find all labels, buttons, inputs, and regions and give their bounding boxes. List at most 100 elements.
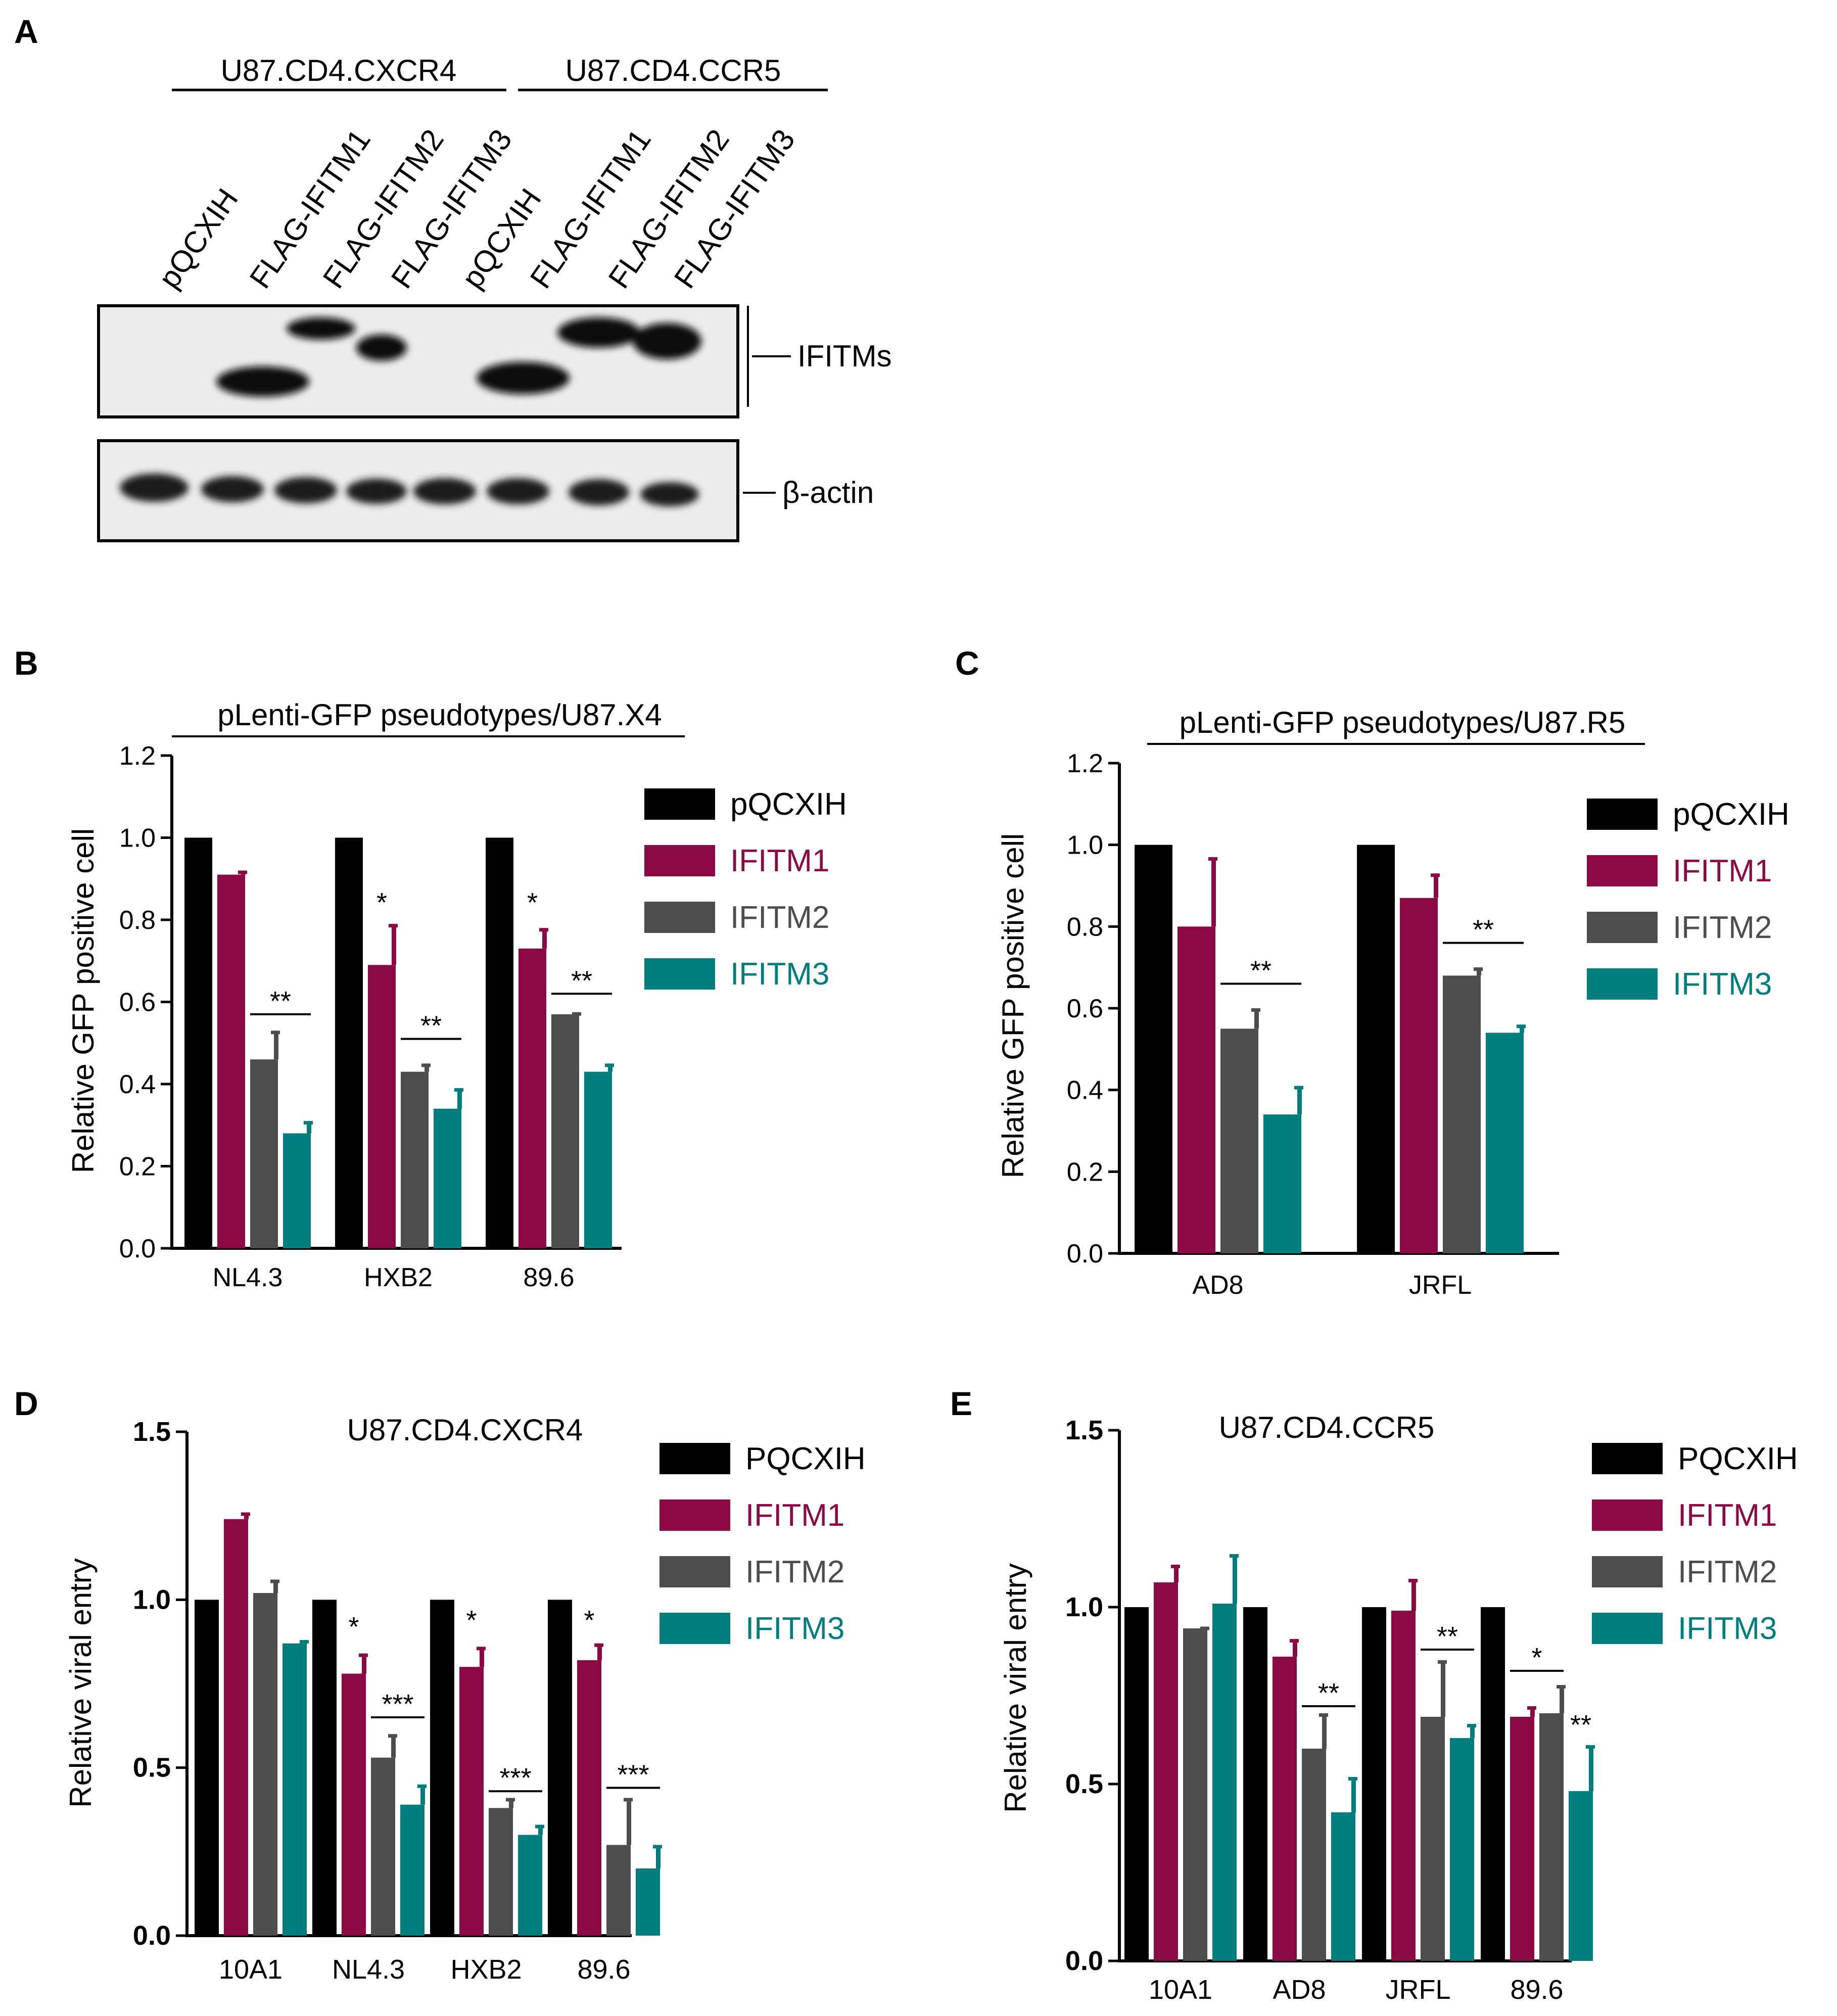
bar-pqcxih bbox=[312, 1600, 337, 1936]
bar-ifitm2 bbox=[1421, 1717, 1445, 1961]
panel-d-letter: D bbox=[14, 1385, 38, 1422]
panel-e-letter: E bbox=[950, 1385, 972, 1422]
bar-ifitm2 bbox=[1539, 1713, 1564, 1961]
error-cap bbox=[1438, 1660, 1447, 1664]
bar-ifitm3 bbox=[584, 1071, 612, 1248]
significance-marker: * bbox=[1531, 1643, 1542, 1673]
label-actin: β-actin bbox=[782, 476, 874, 509]
y-tick-label: 0.6 bbox=[1067, 994, 1103, 1023]
legend-label: PQCXIH bbox=[1678, 1441, 1798, 1476]
legend-swatch bbox=[644, 845, 715, 876]
band-actin bbox=[569, 479, 629, 505]
error-bar bbox=[1254, 1008, 1259, 1029]
band-actin bbox=[640, 482, 699, 506]
bar-ifitm3 bbox=[283, 1133, 311, 1248]
x-tick-label: NL4.3 bbox=[213, 1263, 283, 1292]
significance-marker: *** bbox=[617, 1760, 649, 1790]
legend-swatch bbox=[1592, 1499, 1663, 1531]
y-tick-label: 0.0 bbox=[1065, 1946, 1103, 1976]
bar-ifitm2 bbox=[1183, 1628, 1207, 1961]
error-bar bbox=[1297, 1086, 1302, 1115]
error-bar bbox=[1589, 1745, 1593, 1791]
bar-ifitm2 bbox=[1220, 1028, 1258, 1253]
x-tick-label: 89.6 bbox=[577, 1954, 630, 1985]
legend-swatch bbox=[660, 1443, 730, 1474]
error-bar bbox=[1560, 1685, 1564, 1713]
bar-ifitm3 bbox=[636, 1868, 660, 1936]
error-cap bbox=[304, 1121, 313, 1125]
y-tick-label: 0.0 bbox=[1067, 1239, 1103, 1269]
y-axis-label: Relative viral entry bbox=[64, 1558, 98, 1808]
band-actin bbox=[346, 479, 407, 504]
bar-pqcxih bbox=[430, 1600, 454, 1936]
bar-ifitm1 bbox=[224, 1519, 248, 1936]
error-cap bbox=[535, 1824, 544, 1829]
error-bar bbox=[1520, 1024, 1524, 1033]
y-tick-label: 0.5 bbox=[1065, 1769, 1103, 1799]
legend-label: IFITM1 bbox=[745, 1498, 844, 1533]
error-bar bbox=[538, 1824, 543, 1835]
x-tick-label: JRFL bbox=[1409, 1271, 1472, 1300]
error-bar bbox=[391, 1734, 396, 1758]
band-ifitm2-r5 bbox=[557, 317, 640, 348]
bar-ifitm2 bbox=[401, 1071, 429, 1248]
error-cap bbox=[238, 870, 247, 874]
bar-ifitm1 bbox=[519, 948, 546, 1248]
error-cap bbox=[605, 1063, 614, 1067]
legend-swatch bbox=[1592, 1556, 1663, 1587]
error-cap bbox=[506, 1798, 515, 1802]
bar-ifitm1 bbox=[1273, 1657, 1297, 1961]
error-cap bbox=[1467, 1724, 1476, 1727]
y-tick-label: 0.2 bbox=[1067, 1157, 1103, 1187]
error-cap bbox=[417, 1784, 427, 1788]
legend-swatch bbox=[660, 1499, 730, 1531]
bar-ifitm3 bbox=[1569, 1791, 1593, 1961]
bar-ifitm3 bbox=[434, 1108, 461, 1248]
error-cap bbox=[1200, 1626, 1209, 1630]
bar-ifitm2 bbox=[1302, 1749, 1326, 1961]
error-bar bbox=[420, 1784, 425, 1805]
x-tick-label: AD8 bbox=[1273, 1975, 1326, 2005]
bar-ifitm1 bbox=[1510, 1717, 1534, 1961]
band-actin bbox=[274, 477, 337, 503]
bar-pqcxih bbox=[1357, 845, 1395, 1253]
error-bar bbox=[1233, 1554, 1237, 1604]
legend-label: IFITM2 bbox=[745, 1555, 844, 1589]
y-tick-label: 0.0 bbox=[133, 1920, 171, 1951]
error-cap bbox=[572, 1012, 581, 1016]
bar-ifitm3 bbox=[1486, 1033, 1524, 1253]
error-bar bbox=[457, 1088, 462, 1109]
y-tick-label: 1.0 bbox=[119, 824, 156, 853]
bar-ifitm2 bbox=[250, 1059, 278, 1248]
panel-b-letter: B bbox=[14, 644, 38, 682]
ifitm-bands bbox=[216, 317, 701, 397]
significance-marker: * bbox=[527, 887, 538, 918]
y-tick-label: 1.2 bbox=[119, 741, 156, 771]
significance-marker: * bbox=[348, 1612, 359, 1642]
error-bar bbox=[274, 1030, 278, 1060]
bar-ifitm2 bbox=[371, 1757, 395, 1936]
significance-marker: ** bbox=[1570, 1710, 1591, 1740]
chart-b: pLenti-GFP pseudotypes/U87.X4 0.0 0.2 0.4 0.… bbox=[66, 698, 847, 1292]
bar-ifitm1 bbox=[368, 965, 396, 1248]
significance-marker: *** bbox=[499, 1763, 531, 1793]
bar-pqcxih bbox=[486, 837, 513, 1248]
bar-ifitm2 bbox=[253, 1593, 277, 1936]
lane-label: pQCXIH bbox=[152, 182, 245, 294]
bar-ifitm3 bbox=[1450, 1738, 1474, 1961]
bar-ifitm3 bbox=[518, 1835, 542, 1936]
bar-ifitm1 bbox=[577, 1660, 601, 1936]
x-tick-label: JRFL bbox=[1385, 1975, 1450, 2005]
band-actin bbox=[201, 476, 264, 502]
y-axis-label: Relative GFP positive cell bbox=[996, 833, 1030, 1179]
x-tick-label: HXB2 bbox=[450, 1954, 522, 1985]
legend-label: IFITM2 bbox=[1678, 1555, 1777, 1589]
legend-label: pQCXIH bbox=[730, 787, 847, 822]
error-cap bbox=[1586, 1745, 1595, 1749]
legend-label: IFITM2 bbox=[1673, 910, 1772, 945]
error-bar bbox=[362, 1653, 366, 1674]
legend-swatch bbox=[644, 958, 715, 990]
bar-ifitm1 bbox=[342, 1673, 366, 1936]
chart-title: U87.CD4.CCR5 bbox=[1219, 1411, 1435, 1444]
